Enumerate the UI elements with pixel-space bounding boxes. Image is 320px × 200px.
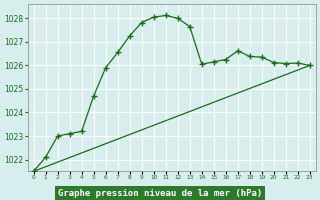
Text: Graphe pression niveau de la mer (hPa): Graphe pression niveau de la mer (hPa) <box>58 189 262 198</box>
